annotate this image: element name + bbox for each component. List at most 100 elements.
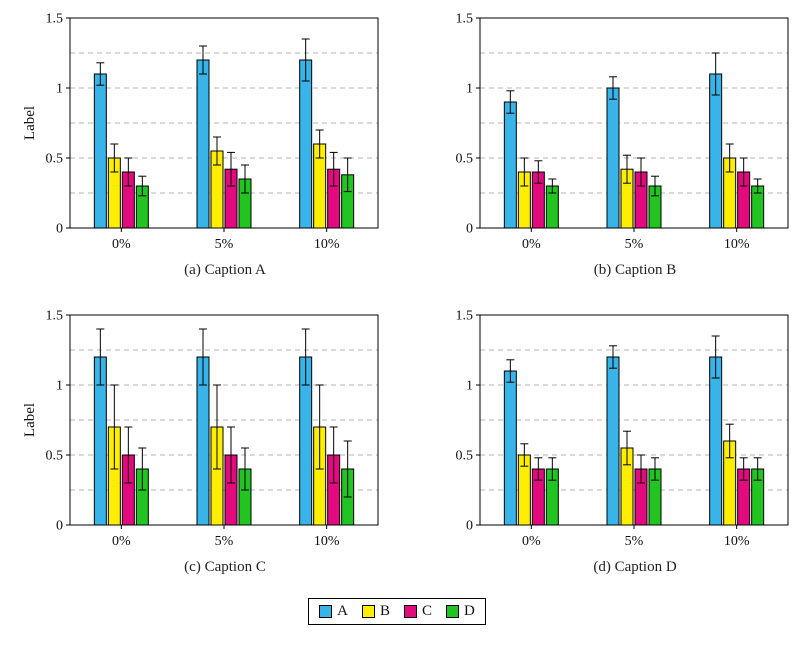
error-bar-D-0% bbox=[138, 447, 147, 491]
x-tick-label: 5% bbox=[625, 237, 644, 252]
error-bar-A-10% bbox=[711, 335, 720, 379]
error-bar-C-5% bbox=[227, 426, 235, 484]
error-bar-D-0% bbox=[138, 175, 147, 197]
error-bar-C-10% bbox=[739, 457, 748, 481]
caption-c: (c) Caption C bbox=[184, 559, 266, 575]
x-tick-label: 0% bbox=[112, 237, 131, 252]
caption-d: (d) Caption D bbox=[593, 559, 677, 575]
bar-A-10% bbox=[299, 59, 313, 229]
error-bar-D-10% bbox=[343, 157, 352, 193]
error-bar-B-0% bbox=[110, 384, 119, 470]
error-bar-B-5% bbox=[623, 154, 631, 184]
legend-label-B: B bbox=[379, 603, 390, 619]
y-tick-label: 0.5 bbox=[46, 449, 64, 464]
error-bar-B-10% bbox=[725, 143, 734, 173]
y-tick-label: 1 bbox=[466, 82, 473, 97]
error-bar-B-0% bbox=[520, 443, 529, 467]
subplot-b: 0 0.5 1 1.5 0% 5% 10% (b) Caption B bbox=[410, 6, 794, 279]
legend-swatch-D bbox=[446, 605, 460, 618]
caption-b: (b) Caption B bbox=[593, 262, 677, 278]
y-tick-label: 1.5 bbox=[46, 309, 64, 324]
legend-item-A: A bbox=[319, 603, 348, 620]
error-bar-B-5% bbox=[623, 430, 631, 466]
subplot-d: 0 0.5 1 1.5 0% 5% 10% (d) Caption D bbox=[410, 303, 794, 576]
y-tick-label: 0 bbox=[466, 222, 473, 237]
error-bar-A-5% bbox=[609, 76, 617, 100]
y-tick-label: 0 bbox=[466, 519, 473, 534]
bar-A-5% bbox=[196, 59, 210, 229]
bar-A-0% bbox=[503, 370, 517, 526]
legend-label-A: A bbox=[337, 603, 348, 619]
x-tick-label: 5% bbox=[215, 237, 234, 252]
legend-box: A B C D bbox=[308, 598, 486, 625]
subplot-grid: 0 0.5 1 1.5 0% 5% 10% Label (a) Caption A 0 0.5 1… bbox=[0, 6, 794, 576]
caption-a: (a) Caption A bbox=[184, 262, 266, 278]
bar-A-10% bbox=[709, 356, 723, 526]
error-bar-D-0% bbox=[548, 457, 557, 481]
error-bar-C-0% bbox=[124, 426, 133, 484]
chart-b: 0 0.5 1 1.5 0% 5% 10% bbox=[456, 12, 789, 252]
error-bar-A-5% bbox=[199, 45, 207, 75]
y-tick-label: 0.5 bbox=[46, 152, 64, 167]
x-tick-label: 0% bbox=[522, 237, 541, 252]
y-tick-label: 0 bbox=[56, 519, 63, 534]
legend-item-C: C bbox=[404, 603, 432, 620]
legend-item-B: B bbox=[361, 603, 390, 620]
error-bar-B-5% bbox=[213, 136, 221, 166]
error-bar-A-5% bbox=[199, 328, 207, 386]
bar-A-0% bbox=[93, 73, 107, 229]
bar-A-10% bbox=[709, 73, 723, 229]
x-tick-label: 10% bbox=[314, 534, 340, 549]
error-bar-A-0% bbox=[96, 328, 105, 386]
error-bar-A-10% bbox=[301, 38, 310, 82]
y-tick-label: 1 bbox=[466, 379, 473, 394]
y-tick-label: 1 bbox=[56, 82, 63, 97]
y-tick-label: 1.5 bbox=[46, 12, 64, 27]
error-bar-C-5% bbox=[637, 454, 645, 484]
chart-c: 0 0.5 1 1.5 0% 5% 10% Label bbox=[22, 309, 379, 549]
error-bar-B-5% bbox=[213, 384, 221, 470]
y-axis-label: Label bbox=[22, 403, 38, 437]
y-tick-label: 0 bbox=[56, 222, 63, 237]
error-bar-B-10% bbox=[315, 129, 324, 159]
y-tick-label: 1.5 bbox=[456, 309, 474, 324]
y-tick-label: 0.5 bbox=[456, 152, 474, 167]
error-bar-A-0% bbox=[506, 359, 515, 383]
x-tick-label: 10% bbox=[724, 237, 750, 252]
error-bar-B-10% bbox=[315, 384, 324, 470]
error-bar-D-5% bbox=[241, 447, 249, 491]
x-tick-label: 10% bbox=[724, 534, 750, 549]
subplot-c: 0 0.5 1 1.5 0% 5% 10% Label (c) Caption C bbox=[0, 303, 410, 576]
error-bar-D-5% bbox=[651, 457, 659, 481]
error-bar-D-10% bbox=[753, 178, 762, 194]
legend-label-C: C bbox=[422, 603, 433, 619]
x-tick-label: 5% bbox=[215, 534, 234, 549]
y-tick-label: 0.5 bbox=[456, 449, 474, 464]
error-bar-D-0% bbox=[548, 178, 557, 194]
error-bar-B-0% bbox=[520, 157, 529, 187]
error-bar-B-0% bbox=[110, 143, 119, 173]
x-tick-label: 5% bbox=[625, 534, 644, 549]
error-bar-C-0% bbox=[124, 157, 133, 187]
error-bar-C-10% bbox=[329, 426, 338, 484]
error-bar-A-0% bbox=[96, 62, 105, 86]
subplot-a: 0 0.5 1 1.5 0% 5% 10% Label (a) Caption A bbox=[0, 6, 410, 279]
error-bar-C-0% bbox=[534, 457, 543, 481]
error-bar-A-0% bbox=[506, 90, 515, 114]
chart-d: 0 0.5 1 1.5 0% 5% 10% bbox=[456, 309, 789, 549]
legend-swatch-A bbox=[319, 605, 333, 618]
x-tick-label: 10% bbox=[314, 237, 340, 252]
legend-label-D: D bbox=[464, 603, 475, 619]
x-tick-label: 0% bbox=[112, 534, 131, 549]
error-bar-A-10% bbox=[301, 328, 310, 386]
figure: 0 0.5 1 1.5 0% 5% 10% Label (a) Caption A 0 0.5 1… bbox=[0, 6, 794, 625]
legend-swatch-C bbox=[404, 605, 417, 618]
error-bar-C-5% bbox=[637, 157, 645, 187]
error-bar-B-10% bbox=[725, 423, 734, 459]
error-bar-D-5% bbox=[241, 164, 249, 194]
error-bar-A-5% bbox=[609, 345, 617, 369]
legend-swatch-B bbox=[361, 605, 375, 618]
error-bar-C-0% bbox=[534, 160, 543, 184]
legend: A B C D bbox=[0, 598, 794, 625]
bar-A-5% bbox=[606, 87, 620, 229]
